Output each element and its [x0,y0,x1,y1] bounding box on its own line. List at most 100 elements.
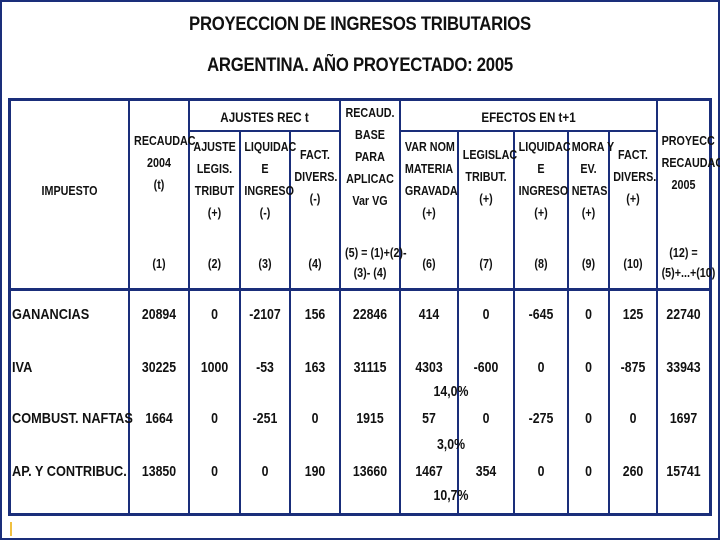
column-header-line: 2004 [147,156,171,170]
column-header-line: LIQUIDAC [244,140,297,154]
column-header-line: AJUSTE [193,140,236,154]
column-header-line: (+) [207,206,222,220]
table-cell: 15741 [666,463,701,480]
row-label: GANANCIAS [12,306,90,323]
table-cell: 414 [418,306,440,323]
column-header-line: IMPUESTO [41,184,98,198]
growth-percent: 10,7% [433,487,469,504]
col-divider [656,101,658,513]
column-index-label: (4) [308,257,322,271]
column-header-line: Var VG [352,194,388,208]
column-index-label: (5) = (1)+(2)- [345,246,407,260]
table-cell: -2107 [249,306,281,323]
table-cell: 22740 [666,306,701,323]
column-header-line: EV. [580,162,597,176]
table-cell: 0 [211,306,218,323]
column-header-line: PROYECC [661,134,715,148]
column-index-label: (2) [207,257,222,271]
col-divider [513,131,515,513]
table-cell: 0 [537,359,545,376]
column-header-line: FACT. [618,148,648,162]
table-cell: 13850 [141,463,177,480]
col-divider [188,101,190,513]
column-header-line: TRIBUT. [465,170,507,184]
table-cell: 0 [585,359,592,376]
column-header-line: RECAUDAC [661,156,720,170]
table-cell: 0 [261,463,269,480]
column-header-line: DIVERS. [294,170,338,184]
column-header-line: 2005 [671,178,696,192]
column-index-label: (6) [422,257,436,271]
column-header-line: RECAUDAC [134,134,196,148]
column-index-label: (1) [152,257,166,271]
col-divider [339,101,341,513]
page-subtitle: ARGENTINA. AÑO PROYECTADO: 2005 [207,55,513,76]
column-header-line: TRIBUT [194,184,235,198]
table-cell: 0 [211,463,218,480]
column-header-line: LEGISLAC [462,148,518,162]
column-header-line: E [537,162,545,176]
table-cell: 1000 [200,359,229,376]
column-header-line: (+) [534,206,548,220]
table-cell: 1467 [415,463,443,480]
column-header-line: (+) [479,192,493,206]
column-index-label: (3) [258,257,272,271]
column-header-line: INGRESO [518,184,569,198]
column-header-line: DIVERS. [613,170,657,184]
table-cell: -875 [620,359,646,376]
column-index-label: (9) [581,257,596,271]
table-cell: 31115 [353,359,387,376]
table-cell: 0 [629,410,637,427]
table-cell: 0 [311,410,319,427]
column-index-label: (5)+...+(10) [661,266,716,280]
table-cell: 125 [622,306,644,323]
table-cell: 0 [537,463,545,480]
column-header-line: FACT. [300,148,330,162]
table-cell: 260 [622,463,644,480]
column-header-line: NETAS [571,184,608,198]
table-cell: 354 [475,463,497,480]
revenue-table: AJUSTES REC t EFECTOS EN t+1 IMPUESTO REC… [8,98,720,516]
column-header-line: MATERIA [404,162,454,176]
column-index-label: (3)- (4) [353,266,387,280]
table-cell: -275 [528,410,554,427]
column-header-line: MORA Y [571,140,615,154]
ajustes-divider [188,130,339,132]
table-cell: 0 [585,410,592,427]
column-header-line: INGRESO [244,184,294,198]
column-header-line: RECAUD. [345,106,395,120]
table-cell: 0 [482,410,490,427]
column-header-line: BASE [355,128,385,142]
col-divider [608,131,610,513]
table-cell: -600 [473,359,499,376]
table-cell: 163 [304,359,326,376]
column-header-line: PARA [355,150,385,164]
column-index-label: (8) [534,257,548,271]
column-header-line: (t) [153,178,165,192]
table-cell: 20894 [141,306,177,323]
table-cell: 1915 [356,410,384,427]
table-cell: -251 [252,410,278,427]
table-cell: 0 [585,463,592,480]
column-index-label: (12) = [669,246,698,260]
table-cell: 156 [304,306,326,323]
table-cell: 190 [304,463,326,480]
table-cell: 30225 [141,359,177,376]
growth-percent: 3,0% [436,436,466,453]
table-cell: 0 [211,410,218,427]
column-header-line: APLICAC [346,172,394,186]
group-header-efectos: EFECTOS EN t+1 [481,110,576,125]
table-cell: -645 [528,306,554,323]
row-label: AP. Y CONTRIBUC. [12,463,127,480]
table-cell: 33943 [666,359,701,376]
column-header-line: (+) [581,206,596,220]
table-cell: 22846 [352,306,388,323]
efectos-divider [401,130,656,132]
table-cell: 57 [422,410,436,427]
table-cell: 0 [482,306,490,323]
column-header-line: VAR NOM [404,140,455,154]
row-label: COMBUST. NAFTAS [12,410,133,427]
col-divider [239,131,241,513]
slide-marker [10,522,12,536]
